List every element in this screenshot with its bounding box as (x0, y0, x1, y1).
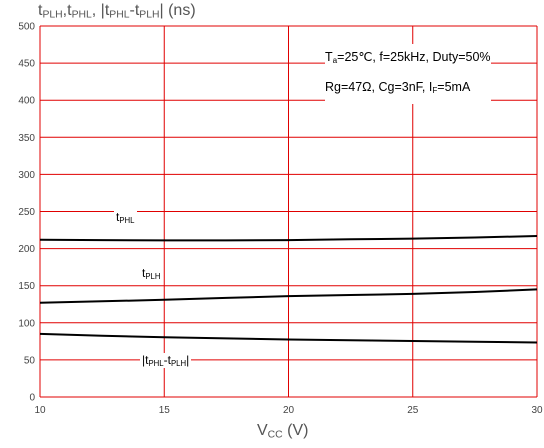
x-tick-label-30: 30 (531, 405, 543, 416)
series-label-tphl: tPHL (114, 210, 137, 225)
conditions-line-1: Ta=25℃, f=25kHz, Duty=50% (325, 50, 491, 66)
tick-labels: 0 50 100 150 200 250 300 350 400 450 500 10 15 20 25 30 (18, 22, 543, 417)
x-tick-label-15: 15 (159, 405, 171, 416)
test-conditions: Ta=25℃, f=25kHz, Duty=50% Rg=47Ω, Cg=3nF… (325, 44, 491, 105)
x-tick-label-25: 25 (407, 405, 419, 416)
y-tick-label-0: 0 (29, 393, 35, 404)
series-line-2 (39, 332, 538, 344)
y-tick-label-200: 200 (18, 244, 35, 255)
series-lines (39, 235, 538, 344)
y-axis-label: tPLH,tPHL, |tPHL-tPLH| (ns) (38, 2, 196, 21)
y-tick-label-300: 300 (18, 170, 35, 181)
series-label-tplh: tPLH (140, 266, 163, 281)
y-tick-label-150: 150 (18, 281, 35, 292)
x-tick-label-20: 20 (283, 405, 295, 416)
y-tick-label-350: 350 (18, 133, 35, 144)
series-line-0 (39, 235, 538, 242)
series-label-difference: |tPHL-tPLH| (140, 353, 192, 368)
x-axis-label: VCC (V) (257, 422, 309, 441)
conditions-line-2: Rg=47Ω, Cg=3nF, IF=5mA (325, 80, 471, 96)
series-line-1 (39, 288, 538, 304)
y-tick-label-450: 450 (18, 59, 35, 70)
y-tick-label-50: 50 (24, 355, 36, 366)
y-tick-label-250: 250 (18, 207, 35, 218)
y-tick-label-100: 100 (18, 318, 35, 329)
y-tick-label-400: 400 (18, 96, 35, 107)
y-tick-label-500: 500 (18, 22, 35, 33)
x-tick-label-10: 10 (34, 405, 46, 416)
